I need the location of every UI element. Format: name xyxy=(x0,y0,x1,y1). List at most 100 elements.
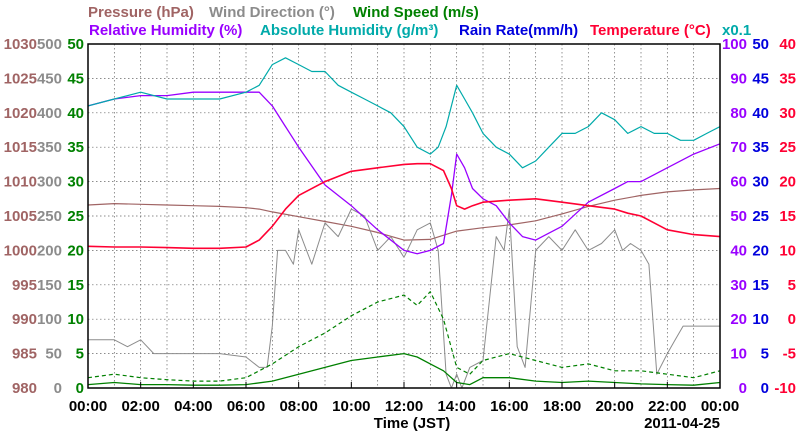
x-axis-ticks: 00:00 02:00 04:00 06:00 08:00 10:00 12:00 14:00… xyxy=(69,382,739,415)
tick-label-wind-direction: 150 xyxy=(37,277,62,294)
legend-temperature: Temperature (°C) xyxy=(590,22,711,39)
tick-label-pressure: 1025 xyxy=(4,70,37,87)
x-tick-label: 22:00 xyxy=(648,398,686,415)
tick-label-pressure: 1020 xyxy=(4,105,37,122)
tick-label-temperature: -10 xyxy=(774,380,796,397)
x-tick-label: 08:00 xyxy=(279,398,317,415)
grid xyxy=(88,44,720,388)
legend-absolute-humidity: Absolute Humidity (g/m³) xyxy=(260,22,438,39)
tick-label-pressure: 1000 xyxy=(4,242,37,259)
tick-label-relative-humidity: 20 xyxy=(730,311,747,328)
x-tick-label: 02:00 xyxy=(121,398,159,415)
x-tick-label: 12:00 xyxy=(385,398,423,415)
tick-label-wind-direction: 50 xyxy=(45,346,62,363)
tick-label-wind-speed: 45 xyxy=(67,70,84,87)
tick-label-pressure: 1010 xyxy=(4,174,37,191)
tick-label-pressure: 990 xyxy=(12,311,37,328)
tick-label-pressure: 985 xyxy=(12,346,37,363)
tick-label-relative-humidity: 0 xyxy=(739,380,747,397)
tick-label-pressure: 995 xyxy=(12,277,37,294)
tick-label-pressure: 1015 xyxy=(4,139,37,156)
x-axis-title: Time (JST) xyxy=(374,415,450,432)
x-tick-label: 06:00 xyxy=(227,398,265,415)
x-tick-label: 04:00 xyxy=(174,398,212,415)
tick-label-wind-speed: 30 xyxy=(67,174,84,191)
tick-label-relative-humidity: 80 xyxy=(730,105,747,122)
tick-label-relative-humidity: 100 xyxy=(722,36,747,53)
tick-label-wind-speed: 15 xyxy=(67,277,84,294)
tick-label-pressure: 980 xyxy=(12,380,37,397)
series-relative-humidity xyxy=(87,91,721,255)
tick-label-wind-direction: 300 xyxy=(37,174,62,191)
tick-label-temperature: 35 xyxy=(779,70,796,87)
legend-relative-humidity: Relative Humidity (%) xyxy=(89,22,242,39)
tick-label-temperature: 40 xyxy=(779,36,796,53)
legend-wind-direction: Wind Direction (°) xyxy=(209,4,335,21)
tick-label-rain-rate: 10 xyxy=(752,311,769,328)
x-tick-label: 10:00 xyxy=(332,398,370,415)
tick-label-relative-humidity: 40 xyxy=(730,242,747,259)
x-tick-label: 00:00 xyxy=(701,398,739,415)
x-tick-label: 18:00 xyxy=(543,398,581,415)
tick-label-wind-direction: 0 xyxy=(54,380,62,397)
date-label: 2011-04-25 xyxy=(644,415,720,432)
tick-label-pressure: 1030 xyxy=(4,36,37,53)
legend-pressure: Pressure (hPa) xyxy=(88,4,194,21)
legend-rain-rate: Rain Rate(mm/h) xyxy=(459,22,578,39)
legend: Pressure (hPa) Wind Direction (°) Wind S… xyxy=(88,4,751,39)
tick-label-relative-humidity: 10 xyxy=(730,346,747,363)
tick-label-temperature: 25 xyxy=(779,139,796,156)
tick-label-wind-direction: 250 xyxy=(37,208,62,225)
tick-label-wind-direction: 350 xyxy=(37,139,62,156)
tick-label-rain-rate: 15 xyxy=(752,277,769,294)
tick-label-temperature: 15 xyxy=(779,208,796,225)
tick-label-wind-speed: 10 xyxy=(67,311,84,328)
tick-label-rain-rate: 0 xyxy=(761,380,769,397)
tick-label-wind-direction: 200 xyxy=(37,242,62,259)
tick-label-rain-rate: 25 xyxy=(752,208,769,225)
tick-label-temperature: 20 xyxy=(779,174,796,191)
left-axis-ticks: 9809859909951000100510101015102010251030… xyxy=(4,36,84,397)
scale-note-x0-1: x0.1 xyxy=(722,22,751,39)
tick-label-relative-humidity: 50 xyxy=(730,208,747,225)
series-absolute-humidity-g-m xyxy=(87,57,721,169)
tick-label-relative-humidity: 70 xyxy=(730,139,747,156)
tick-label-pressure: 1005 xyxy=(4,208,37,225)
tick-label-rain-rate: 45 xyxy=(752,70,769,87)
tick-label-temperature: 30 xyxy=(779,105,796,122)
tick-label-rain-rate: 40 xyxy=(752,105,769,122)
tick-label-rain-rate: 5 xyxy=(761,346,769,363)
tick-label-wind-speed: 25 xyxy=(67,208,84,225)
tick-label-wind-direction: 400 xyxy=(37,105,62,122)
tick-label-rain-rate: 20 xyxy=(752,242,769,259)
tick-label-wind-direction: 100 xyxy=(37,311,62,328)
tick-label-wind-speed: 0 xyxy=(76,380,84,397)
tick-label-relative-humidity: 90 xyxy=(730,70,747,87)
tick-label-wind-speed: 20 xyxy=(67,242,84,259)
tick-label-wind-speed: 5 xyxy=(76,346,84,363)
x-tick-label: 16:00 xyxy=(490,398,528,415)
right-axis-ticks: 0102030405060708090100051015202530354045… xyxy=(722,36,796,397)
series-wind-speed-gust-m-s xyxy=(87,291,721,382)
tick-label-relative-humidity: 30 xyxy=(730,277,747,294)
x-tick-label: 14:00 xyxy=(437,398,475,415)
tick-label-rain-rate: 50 xyxy=(752,36,769,53)
tick-label-temperature: 0 xyxy=(788,311,796,328)
tick-label-rain-rate: 30 xyxy=(752,174,769,191)
x-tick-label: 20:00 xyxy=(595,398,633,415)
tick-label-wind-direction: 450 xyxy=(37,70,62,87)
x-tick-label: 00:00 xyxy=(69,398,107,415)
tick-label-rain-rate: 35 xyxy=(752,139,769,156)
tick-label-wind-speed: 50 xyxy=(67,36,84,53)
tick-label-temperature: 10 xyxy=(779,242,796,259)
series-lines xyxy=(87,57,721,389)
series-wind-direction xyxy=(88,208,720,389)
tick-label-temperature: 5 xyxy=(788,277,796,294)
tick-label-temperature: -5 xyxy=(783,346,796,363)
tick-label-wind-speed: 35 xyxy=(67,139,84,156)
legend-wind-speed: Wind Speed (m/s) xyxy=(353,4,479,21)
series-wind-speed-m-s xyxy=(87,352,721,386)
tick-label-wind-speed: 40 xyxy=(67,105,84,122)
series-temperature-c xyxy=(87,162,721,250)
